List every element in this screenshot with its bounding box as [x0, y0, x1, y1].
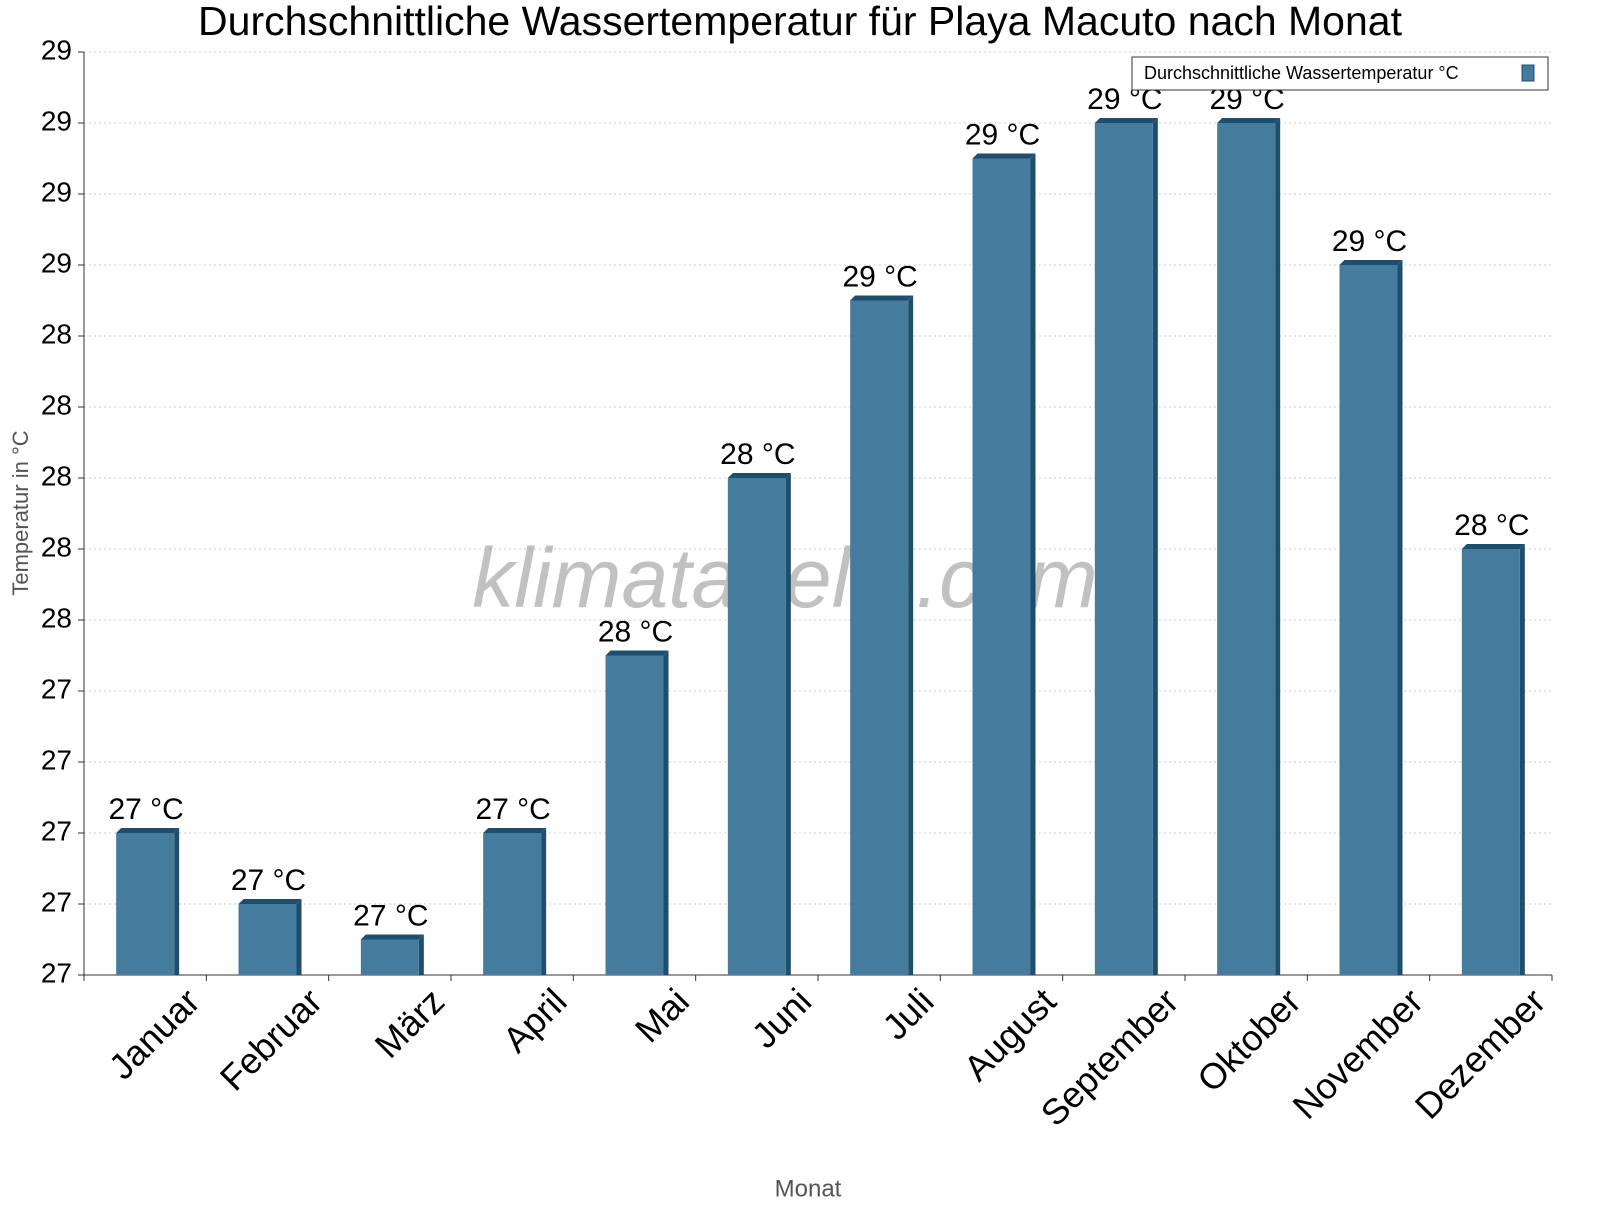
- bar: [605, 655, 664, 975]
- value-label: 27 °C: [231, 864, 306, 897]
- value-label: 29 °C: [842, 260, 917, 293]
- chart-title: Durchschnittliche Wassertemperatur für P…: [198, 0, 1403, 44]
- bar-top: [850, 295, 914, 301]
- value-label: 28 °C: [598, 615, 673, 648]
- bar-top: [1094, 118, 1158, 123]
- y-tick-label: 28: [41, 389, 72, 420]
- y-tick-label: 29: [41, 105, 72, 136]
- y-tick-label: 27: [41, 744, 72, 775]
- y-tick-label: 29: [41, 247, 72, 278]
- y-tick-label: 27: [41, 815, 72, 846]
- bar-side: [1397, 260, 1403, 975]
- bar: [972, 158, 1031, 975]
- value-label: 28 °C: [1454, 509, 1529, 542]
- y-tick-label: 27: [41, 673, 72, 704]
- bar-top: [605, 650, 669, 656]
- bar-side: [1030, 153, 1036, 975]
- bar-top: [238, 899, 302, 904]
- value-label: 27 °C: [353, 899, 428, 932]
- legend-label: Durchschnittliche Wassertemperatur °C: [1144, 63, 1459, 83]
- bar-side: [296, 899, 302, 975]
- bar: [850, 300, 909, 975]
- value-label: 29 °C: [965, 118, 1040, 151]
- bar-side: [418, 934, 424, 975]
- y-tick-label: 28: [41, 460, 72, 491]
- y-tick-label: 27: [41, 886, 72, 917]
- y-tick-label: 28: [41, 318, 72, 349]
- bar-side: [1519, 544, 1525, 975]
- bar: [360, 939, 419, 975]
- y-tick-label: 27: [41, 957, 72, 988]
- y-tick-label: 29: [41, 34, 72, 65]
- x-axis-label: Monat: [775, 1175, 842, 1200]
- bar-side: [908, 295, 914, 975]
- legend: Durchschnittliche Wassertemperatur °C: [1131, 56, 1549, 91]
- bar-top: [483, 828, 547, 833]
- y-tick-label: 28: [41, 531, 72, 562]
- bar-side: [174, 828, 180, 975]
- bar: [238, 904, 297, 975]
- bar: [483, 833, 542, 975]
- bar: [1461, 549, 1520, 975]
- bar-side: [663, 650, 669, 975]
- value-label: 29 °C: [1332, 225, 1407, 258]
- value-label: 27 °C: [108, 793, 183, 826]
- bar: [1094, 123, 1153, 975]
- y-tick-label: 28: [41, 602, 72, 633]
- bar: [1339, 265, 1398, 975]
- legend-swatch: [1521, 64, 1535, 82]
- bar: [727, 478, 786, 975]
- bar-top: [1339, 260, 1403, 265]
- bar-top: [1217, 118, 1281, 123]
- bar-side: [541, 828, 547, 975]
- bar-side: [1275, 118, 1281, 975]
- bar-top: [360, 934, 424, 940]
- value-label: 27 °C: [475, 793, 550, 826]
- bar-side: [1152, 118, 1158, 975]
- bar-side: [785, 473, 791, 975]
- legend-box: [1131, 56, 1549, 91]
- y-tick-label: 29: [41, 176, 72, 207]
- bar-top: [1461, 544, 1525, 549]
- bar: [116, 833, 175, 975]
- bar-top: [972, 153, 1036, 159]
- bar: [1217, 123, 1276, 975]
- value-label: 28 °C: [720, 438, 795, 471]
- bar-top: [727, 473, 791, 478]
- y-axis-label: Temperatur in °C: [8, 430, 33, 595]
- bar-top: [116, 828, 180, 833]
